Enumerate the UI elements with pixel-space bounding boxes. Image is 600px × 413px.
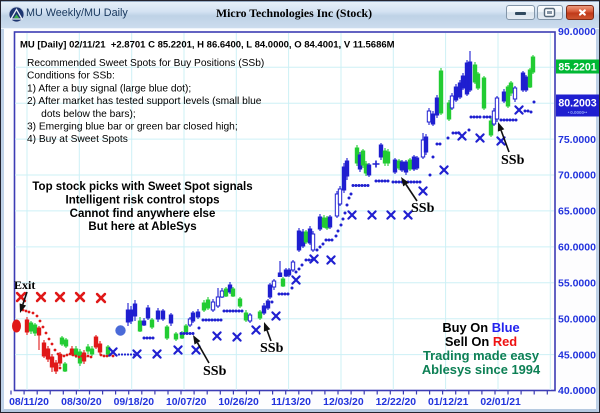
svg-text:Exit: Exit bbox=[14, 278, 35, 292]
svg-text:• 0.0000••: • 0.0000•• bbox=[568, 110, 588, 115]
svg-text:Sell On Red: Sell On Red bbox=[445, 334, 517, 349]
svg-text:SSb: SSb bbox=[203, 364, 227, 379]
svg-text:80.2003: 80.2003 bbox=[558, 98, 596, 110]
svg-text:45.0000: 45.0000 bbox=[558, 349, 596, 361]
svg-text:Recommended Sweet Spots for Bu: Recommended Sweet Spots for Buy Position… bbox=[27, 58, 264, 69]
svg-text:MU [Daily] 02/11/21 +2.8701 C: MU [Daily] 02/11/21 +2.8701 C 85.2201, H… bbox=[20, 40, 395, 51]
svg-text:55.0000: 55.0000 bbox=[558, 278, 596, 290]
svg-text:10/07/20: 10/07/20 bbox=[166, 397, 207, 408]
svg-text:75.0000: 75.0000 bbox=[558, 134, 596, 146]
svg-text:SSb: SSb bbox=[501, 153, 525, 168]
svg-text:But here at AbleSys: But here at AbleSys bbox=[88, 221, 196, 233]
svg-text:Intelligent risk control stops: Intelligent risk control stops bbox=[66, 194, 220, 206]
svg-text:dots below the bars);: dots below the bars); bbox=[27, 109, 136, 120]
svg-text:2) After market has tested sup: 2) After market has tested support level… bbox=[27, 96, 262, 107]
svg-text:12/03/20: 12/03/20 bbox=[323, 397, 364, 408]
svg-text:85.2201: 85.2201 bbox=[558, 62, 596, 74]
svg-text:3) Emerging blue bar or green: 3) Emerging blue bar or green bar closed… bbox=[27, 122, 238, 133]
svg-text:SSb: SSb bbox=[260, 341, 284, 356]
svg-text:50.0000: 50.0000 bbox=[558, 313, 596, 325]
svg-text:Conditions for SSb:: Conditions for SSb: bbox=[27, 71, 115, 82]
svg-text:09/18/20: 09/18/20 bbox=[114, 397, 155, 408]
svg-text:12/22/20: 12/22/20 bbox=[376, 397, 417, 408]
svg-text:SSb: SSb bbox=[411, 201, 435, 216]
svg-text:Trading made easy: Trading made easy bbox=[423, 348, 540, 363]
svg-text:11/13/20: 11/13/20 bbox=[271, 397, 311, 408]
svg-text:Ablesys since 1994: Ablesys since 1994 bbox=[422, 362, 541, 377]
svg-text:Buy On Blue: Buy On Blue bbox=[442, 320, 519, 335]
svg-text:08/11/20: 08/11/20 bbox=[9, 397, 49, 408]
svg-text:02/01/21: 02/01/21 bbox=[480, 397, 521, 408]
svg-text:Top stock picks with Sweet Spo: Top stock picks with Sweet Spot signals bbox=[32, 181, 252, 193]
svg-text:65.0000: 65.0000 bbox=[558, 206, 596, 218]
svg-text:70.0000: 70.0000 bbox=[558, 170, 596, 182]
svg-text:60.0000: 60.0000 bbox=[558, 242, 596, 254]
svg-text:10/26/20: 10/26/20 bbox=[218, 397, 259, 408]
svg-text:90.0000: 90.0000 bbox=[558, 26, 596, 38]
svg-text:40.0000: 40.0000 bbox=[558, 385, 596, 397]
svg-text:1) After a buy signal (large b: 1) After a buy signal (large blue dot); bbox=[27, 83, 191, 94]
svg-text:08/30/20: 08/30/20 bbox=[61, 397, 102, 408]
svg-text:Cannot find anywhere else: Cannot find anywhere else bbox=[70, 208, 216, 220]
svg-text:4) Buy at Sweet Spots: 4) Buy at Sweet Spots bbox=[27, 134, 128, 145]
svg-text:01/12/21: 01/12/21 bbox=[428, 397, 469, 408]
